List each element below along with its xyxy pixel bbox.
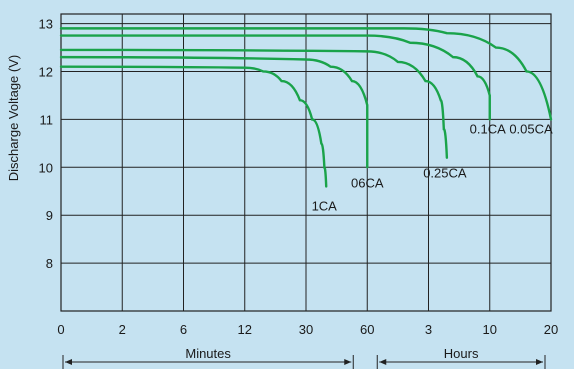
y-axis-title: Discharge Voltage (V) <box>6 55 21 181</box>
series-label: 0.25CA <box>423 166 467 181</box>
x-tick-label: 10 <box>483 322 497 337</box>
series-label: 06CA <box>351 175 384 190</box>
series-line <box>59 55 369 169</box>
axis-layer: 8 9 10 11 12 13 0 2 6 12 30 60 3 10 20 Minutes Hours <box>39 17 558 369</box>
x-tick-label: 20 <box>544 322 558 337</box>
series-line <box>59 65 328 188</box>
x-tick-label: 3 <box>425 322 432 337</box>
y-tick-label: 13 <box>39 17 53 32</box>
curve-layer <box>59 27 553 188</box>
x-tick-label: 12 <box>238 322 252 337</box>
series-label: 0.1CA <box>470 121 506 136</box>
range-bracket: Hours <box>376 346 546 369</box>
y-tick-label: 10 <box>39 160 53 175</box>
label-layer: 1CA 06CA 0.25CA 0.1CA 0.05CA <box>312 121 553 213</box>
y-tick-label: 12 <box>39 64 53 79</box>
y-tick-label: 9 <box>46 208 53 223</box>
x-tick-label: 2 <box>119 322 126 337</box>
y-tick-label: 11 <box>40 112 54 127</box>
x-tick-label: 6 <box>180 322 187 337</box>
grid-layer <box>60 13 552 312</box>
x-tick-label: 60 <box>360 322 374 337</box>
series-line <box>59 34 491 121</box>
y-tick-label: 8 <box>46 256 53 271</box>
series-line <box>59 48 449 159</box>
x-tick-label: 30 <box>299 322 313 337</box>
range-bracket: Minutes <box>62 346 354 369</box>
series-label: 0.05CA <box>509 121 553 136</box>
series-label: 1CA <box>312 198 338 213</box>
range-label: Minutes <box>185 346 231 361</box>
range-label: Hours <box>444 346 479 361</box>
x-tick-label: 0 <box>57 322 64 337</box>
series-line <box>59 27 553 121</box>
